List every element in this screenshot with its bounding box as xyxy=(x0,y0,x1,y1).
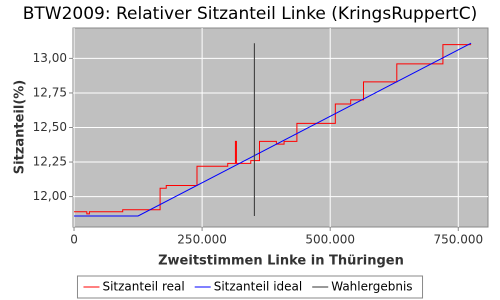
y-tick-label: 12,25 xyxy=(33,155,67,169)
series-line xyxy=(74,42,472,217)
legend-box xyxy=(76,275,424,299)
legend-label: Wahlergebnis xyxy=(331,280,412,294)
y-tick-label: 12,00 xyxy=(33,189,67,203)
series-line xyxy=(74,44,472,215)
y-axis-label: Sitzanteil(%) xyxy=(13,80,28,174)
x-tick-label: 750.000 xyxy=(433,233,483,247)
legend-label: Sitzanteil real xyxy=(102,280,184,294)
y-tick-label: 12,75 xyxy=(33,85,67,99)
x-tick-label: 0 xyxy=(70,233,78,247)
x-tick-label: 250.000 xyxy=(177,233,227,247)
legend: Sitzanteil real Sitzanteil ideal Wahlergeb… xyxy=(76,275,424,299)
x-tick-label: 500.000 xyxy=(305,233,355,247)
x-axis-label: Zweitstimmen Linke in Thüringen xyxy=(158,254,404,269)
y-tick-label: 12,50 xyxy=(33,120,67,134)
legend-label: Sitzanteil ideal xyxy=(214,280,303,294)
y-tick-label: 13,00 xyxy=(33,51,67,65)
chart-title: BTW2009: Relativer Sitzanteil Linke (Kri… xyxy=(23,4,477,24)
